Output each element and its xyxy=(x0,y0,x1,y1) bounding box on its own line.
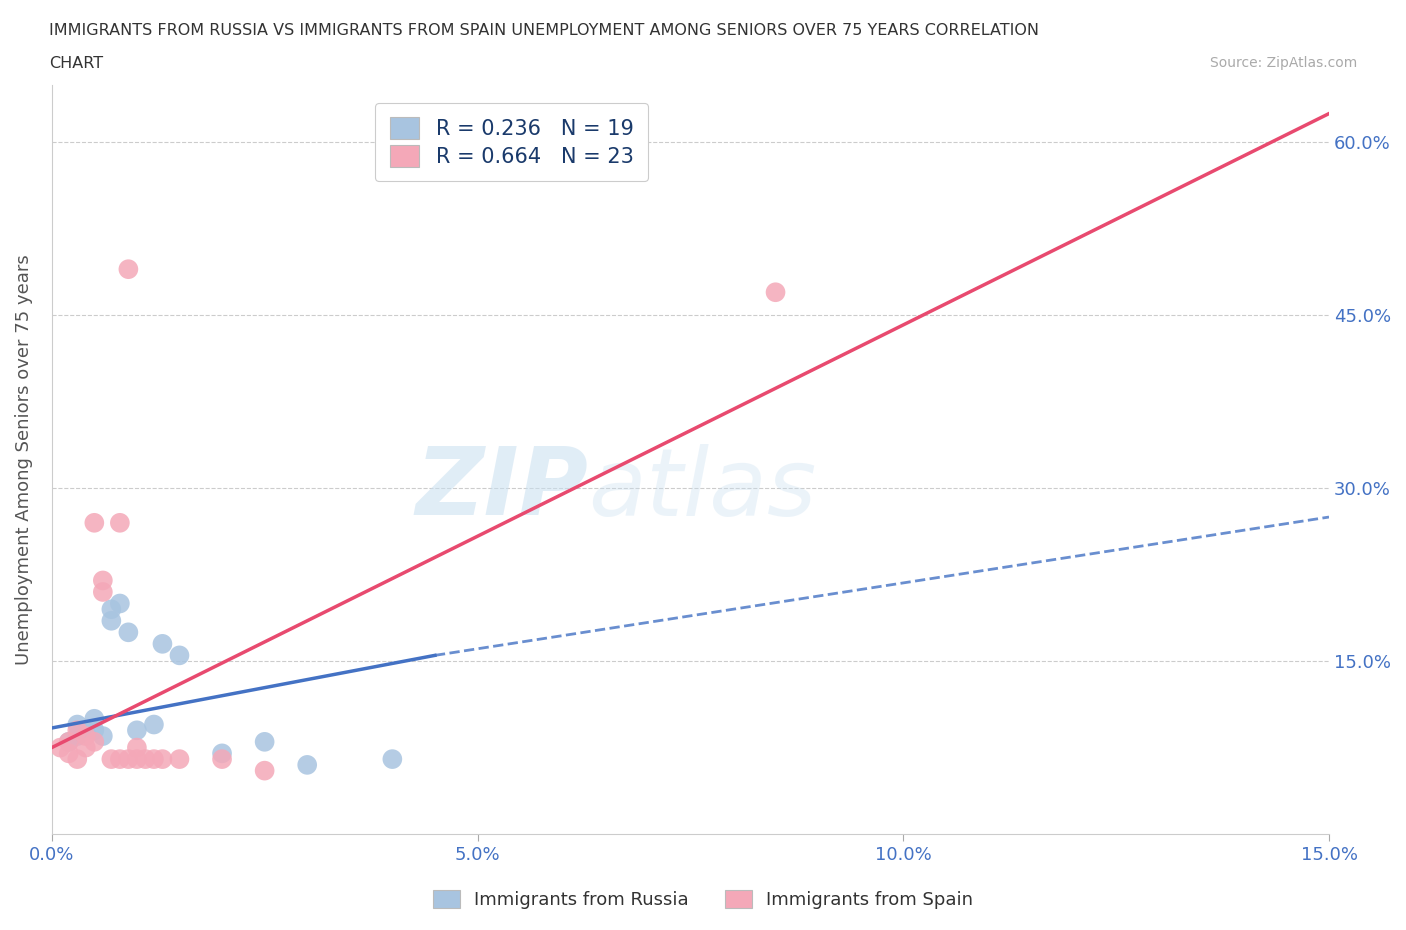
Point xyxy=(253,764,276,778)
Point xyxy=(381,751,404,766)
Point xyxy=(100,751,122,766)
Point xyxy=(83,723,105,737)
Point xyxy=(211,746,233,761)
Point xyxy=(169,648,191,663)
Text: atlas: atlas xyxy=(588,444,817,535)
Point xyxy=(91,728,114,743)
Point xyxy=(125,740,148,755)
Point xyxy=(100,602,122,617)
Y-axis label: Unemployment Among Seniors over 75 years: Unemployment Among Seniors over 75 years xyxy=(15,254,32,665)
Point xyxy=(134,751,156,766)
Point xyxy=(66,723,89,737)
Point xyxy=(75,728,97,743)
Point xyxy=(117,625,139,640)
Text: Source: ZipAtlas.com: Source: ZipAtlas.com xyxy=(1209,56,1357,70)
Point xyxy=(125,751,148,766)
Point xyxy=(211,751,233,766)
Point xyxy=(75,740,97,755)
Point xyxy=(765,285,787,299)
Point xyxy=(91,573,114,588)
Point xyxy=(117,261,139,276)
Point xyxy=(66,728,89,743)
Point xyxy=(100,614,122,629)
Point xyxy=(83,711,105,726)
Text: IMMIGRANTS FROM RUSSIA VS IMMIGRANTS FROM SPAIN UNEMPLOYMENT AMONG SENIORS OVER : IMMIGRANTS FROM RUSSIA VS IMMIGRANTS FRO… xyxy=(49,23,1039,38)
Point xyxy=(152,636,174,651)
Point xyxy=(142,717,165,732)
Point xyxy=(295,757,318,772)
Legend: R = 0.236   N = 19, R = 0.664   N = 23: R = 0.236 N = 19, R = 0.664 N = 23 xyxy=(375,102,648,181)
Point xyxy=(253,735,276,750)
Point xyxy=(108,515,131,530)
Point xyxy=(142,751,165,766)
Point xyxy=(58,735,80,750)
Point xyxy=(58,735,80,750)
Point xyxy=(83,515,105,530)
Point xyxy=(83,735,105,750)
Point xyxy=(58,746,80,761)
Point xyxy=(75,723,97,737)
Point xyxy=(49,740,72,755)
Point xyxy=(66,751,89,766)
Legend: Immigrants from Russia, Immigrants from Spain: Immigrants from Russia, Immigrants from … xyxy=(426,883,980,916)
Point xyxy=(169,751,191,766)
Point xyxy=(108,596,131,611)
Point xyxy=(66,717,89,732)
Text: ZIP: ZIP xyxy=(415,444,588,536)
Point xyxy=(117,751,139,766)
Point xyxy=(91,585,114,600)
Point xyxy=(108,751,131,766)
Point xyxy=(152,751,174,766)
Point xyxy=(125,723,148,737)
Text: CHART: CHART xyxy=(49,56,103,71)
